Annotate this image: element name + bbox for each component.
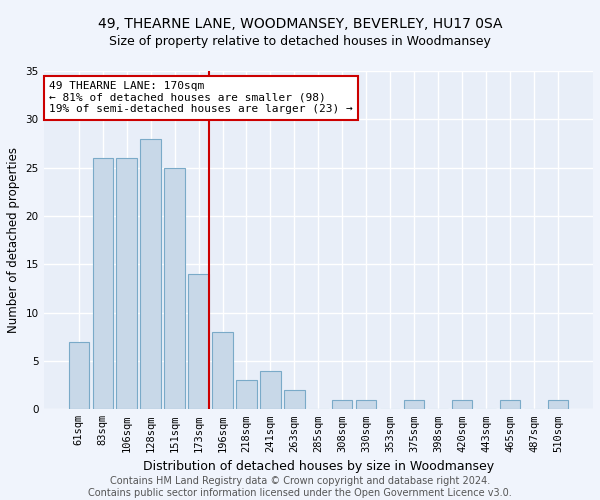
Bar <box>140 138 161 409</box>
Bar <box>332 400 352 409</box>
Bar <box>404 400 424 409</box>
Bar <box>548 400 568 409</box>
Bar <box>116 158 137 409</box>
Bar <box>284 390 305 409</box>
Bar <box>260 370 281 410</box>
Text: 49, THEARNE LANE, WOODMANSEY, BEVERLEY, HU17 0SA: 49, THEARNE LANE, WOODMANSEY, BEVERLEY, … <box>98 18 502 32</box>
X-axis label: Distribution of detached houses by size in Woodmansey: Distribution of detached houses by size … <box>143 460 494 473</box>
Bar <box>92 158 113 409</box>
Bar <box>212 332 233 409</box>
Bar <box>164 168 185 410</box>
Bar <box>68 342 89 409</box>
Text: Size of property relative to detached houses in Woodmansey: Size of property relative to detached ho… <box>109 35 491 48</box>
Bar <box>236 380 257 410</box>
Bar <box>356 400 376 409</box>
Text: Contains HM Land Registry data © Crown copyright and database right 2024.
Contai: Contains HM Land Registry data © Crown c… <box>88 476 512 498</box>
Text: 49 THEARNE LANE: 170sqm
← 81% of detached houses are smaller (98)
19% of semi-de: 49 THEARNE LANE: 170sqm ← 81% of detache… <box>49 81 353 114</box>
Bar <box>452 400 472 409</box>
Bar <box>500 400 520 409</box>
Y-axis label: Number of detached properties: Number of detached properties <box>7 147 20 333</box>
Bar <box>188 274 209 409</box>
